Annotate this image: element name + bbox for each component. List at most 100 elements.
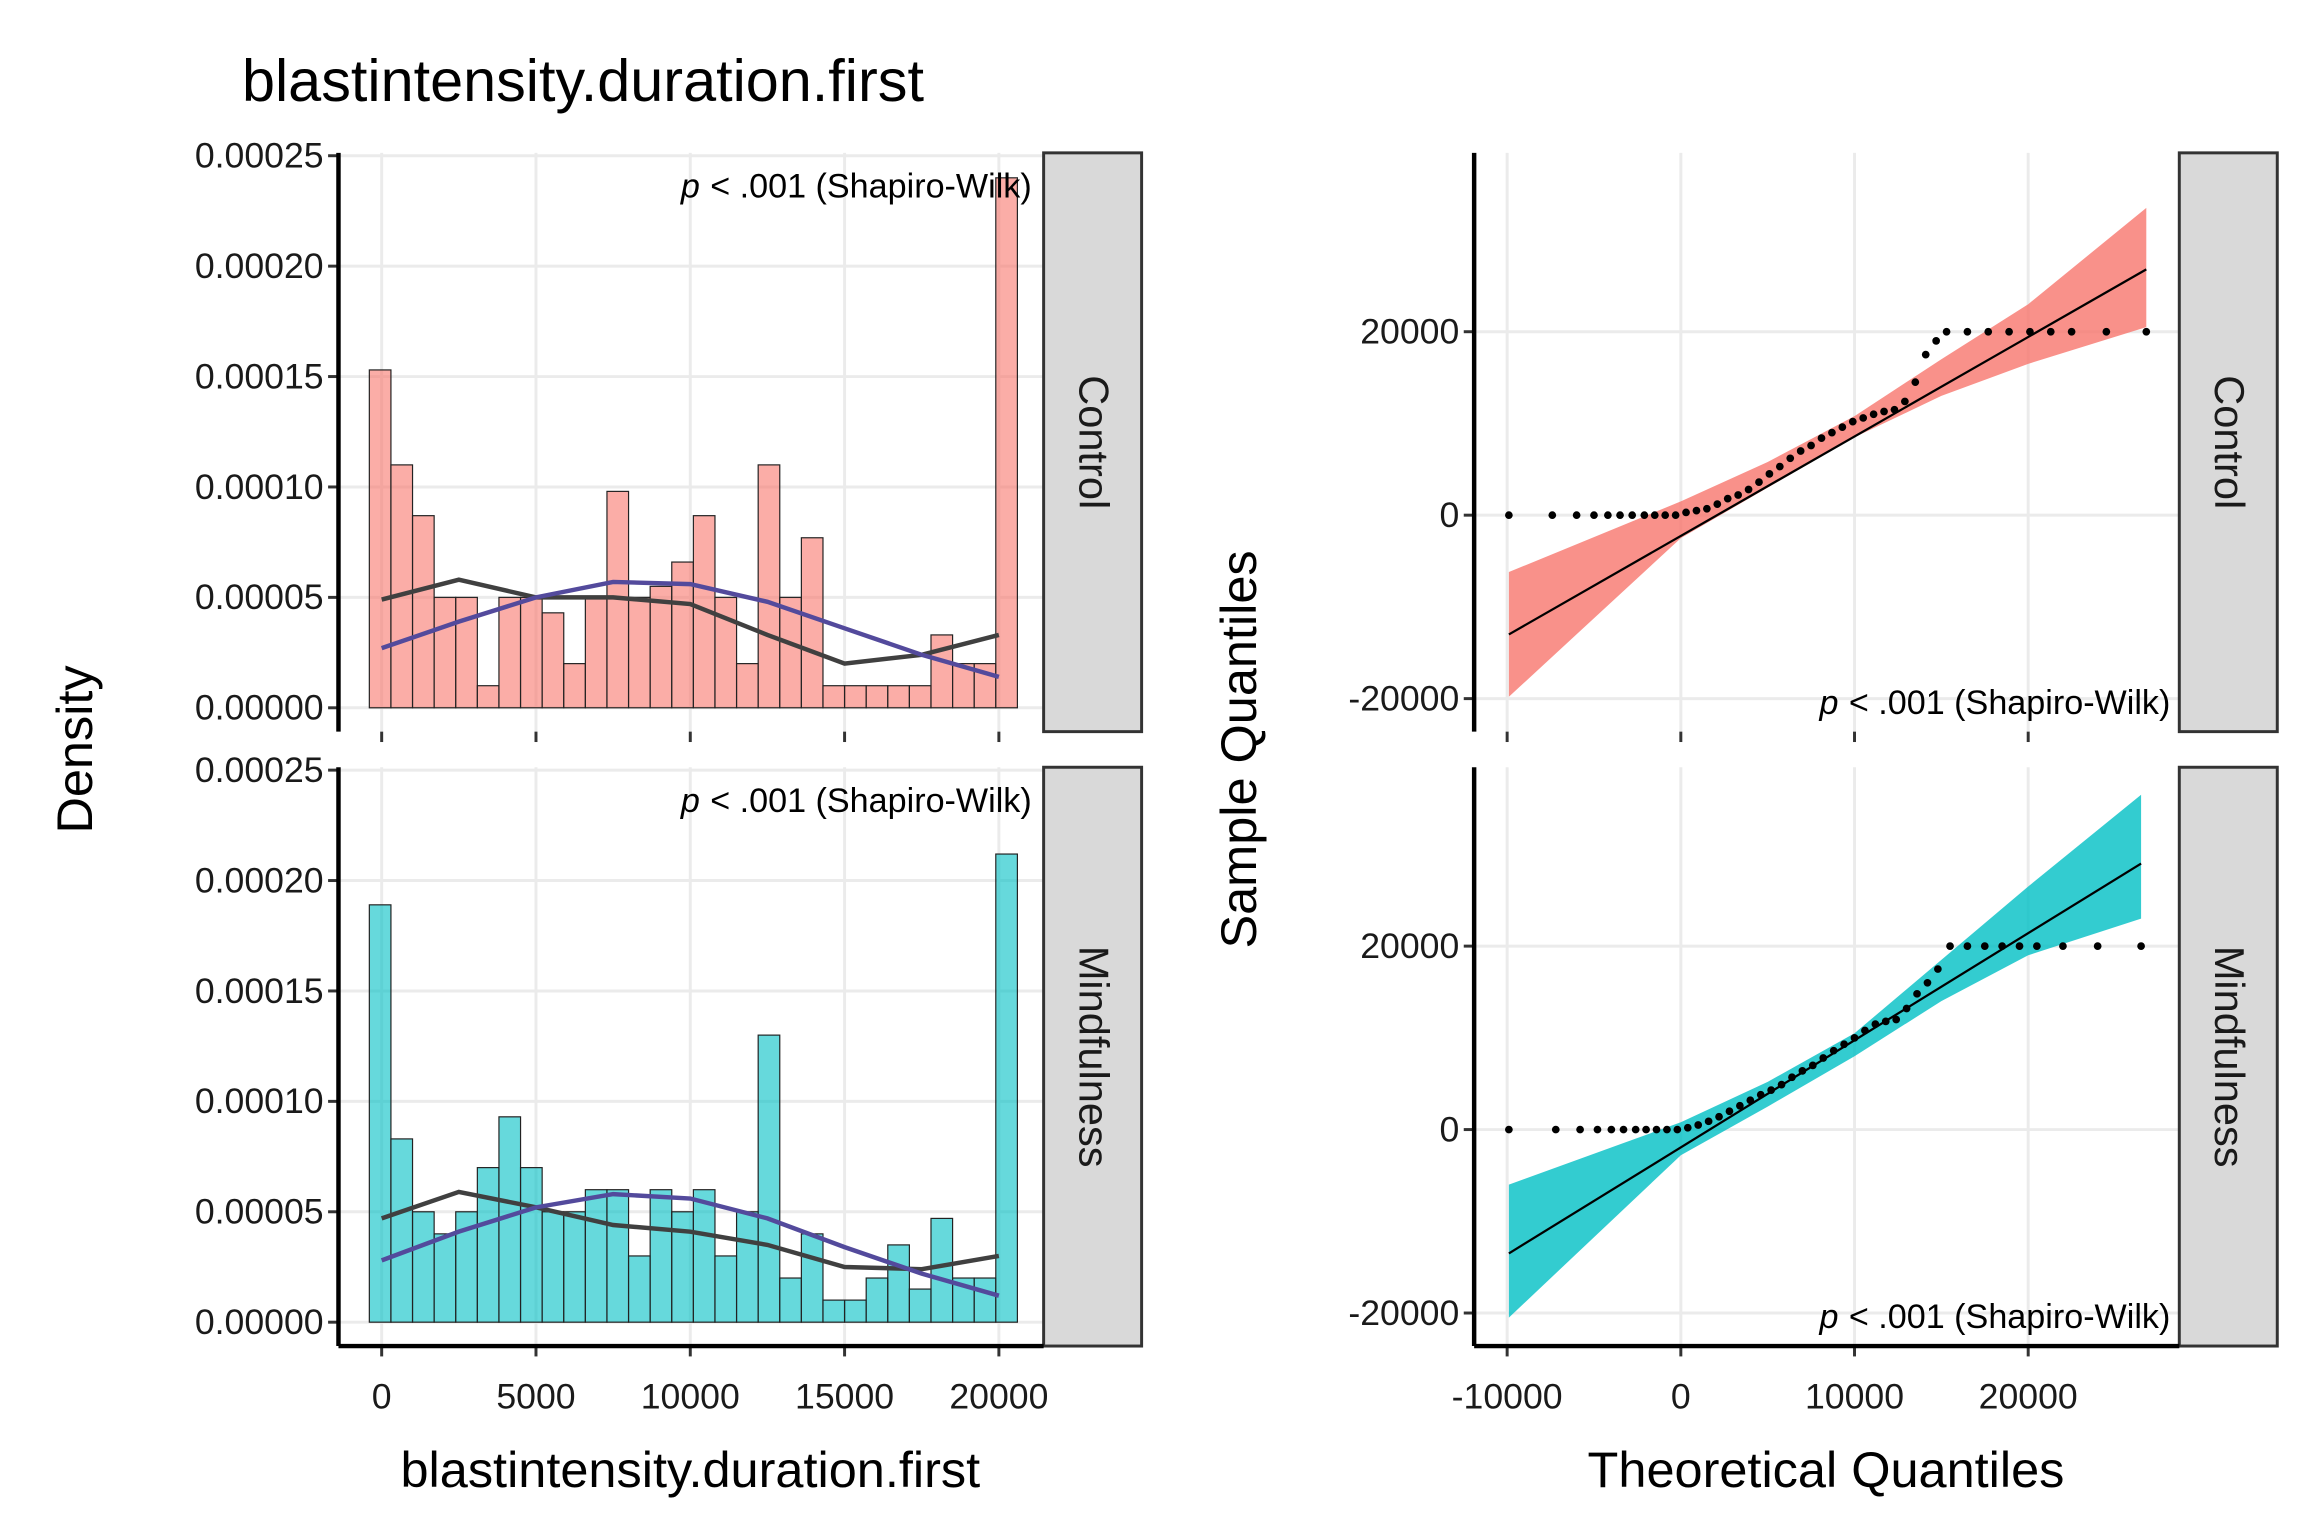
histogram-bar [433, 1233, 457, 1323]
qq-point [1652, 1125, 1661, 1134]
x-tick-label: -10000 [1452, 1376, 1563, 1416]
qq-point [1786, 454, 1795, 463]
y-tick-label: 0.00000 [195, 1302, 324, 1342]
annotation: p < .001 (Shapiro-Wilk) [680, 167, 1032, 205]
histogram-bar [563, 1211, 586, 1323]
histogram-bar [800, 1233, 824, 1323]
annotation: p < .001 (Shapiro-Wilk) [680, 782, 1032, 820]
qq-point [1572, 511, 1581, 520]
histogram-bar [390, 464, 414, 709]
qq-point [1628, 511, 1637, 520]
qq-point [2137, 942, 2145, 950]
qq-point [1775, 462, 1784, 471]
x-tick-label: 10000 [641, 1376, 740, 1416]
qq-point [1840, 1040, 1848, 1049]
histogram-bar [714, 596, 738, 709]
qq-point [1744, 485, 1753, 494]
histogram-bar [714, 1255, 738, 1323]
qq-point [1640, 511, 1649, 520]
qq-point [1703, 504, 1711, 513]
histogram-bar [908, 685, 932, 709]
qq-point [1551, 1125, 1560, 1134]
histogram-bar [865, 1277, 889, 1323]
qq-point [1671, 511, 1680, 520]
qq-point [2005, 327, 2013, 336]
histogram-bar [692, 1189, 716, 1323]
qq-point [1746, 1096, 1755, 1105]
histogram-bar [930, 1217, 954, 1323]
qq-point [1683, 1123, 1692, 1132]
chart-title: blastintensity.duration.first [242, 47, 924, 114]
histogram-bar [498, 596, 522, 709]
qq-point [1713, 500, 1722, 509]
qq-point [1921, 350, 1930, 359]
y-axis-label: Density [46, 665, 103, 834]
y-tick-label: 0.00000 [195, 688, 324, 728]
x-tick-label: 20000 [1979, 1376, 2078, 1416]
histogram-bar [800, 537, 824, 709]
qq-point [1829, 1046, 1838, 1055]
histogram-bar [779, 1277, 802, 1323]
facet-label: Control [2206, 375, 2253, 509]
qq-point [1723, 494, 1732, 503]
qq-point [1756, 1090, 1765, 1099]
qq-point [2046, 327, 2055, 336]
annotation-text: < .001 (Shapiro-Wilk) [710, 167, 1032, 205]
qq-point [1777, 1080, 1786, 1089]
histogram-bar [433, 596, 457, 709]
qq-point [1932, 337, 1941, 345]
y-axis-label: Sample Quantiles [1210, 550, 1267, 948]
qq-point [1736, 1101, 1744, 1110]
qq-point [1682, 508, 1690, 517]
qq-point [1934, 965, 1942, 973]
histogram-bar [541, 612, 565, 709]
histogram-bar [563, 663, 586, 709]
histogram-bar [627, 596, 651, 709]
facet-label: Mindfulness [2206, 946, 2253, 1168]
qq-point [1848, 417, 1857, 426]
facet-strip [2177, 765, 2279, 1348]
qq-point [1725, 1107, 1734, 1116]
qq-point [1607, 1125, 1616, 1134]
normal-curve [380, 1191, 1000, 1298]
y-tick-label: 0.00005 [195, 577, 324, 617]
qq-point [1694, 1121, 1703, 1129]
histogram-bar [843, 1299, 867, 1323]
qq-point [2059, 942, 2067, 950]
y-tick-label: -20000 [1348, 678, 1459, 718]
qq-point [1767, 1086, 1776, 1094]
qq-point [1869, 410, 1878, 419]
histogram-bar [476, 1167, 500, 1323]
fit-line [1508, 268, 2147, 636]
qq-point [1650, 511, 1659, 520]
qq-point [1808, 1061, 1817, 1070]
qq-point [1661, 511, 1670, 520]
qq-point [1998, 942, 2007, 950]
histogram-bar [995, 177, 1018, 709]
density-curve [381, 577, 1000, 666]
histogram-bar [995, 853, 1018, 1323]
annotation-text: < .001 (Shapiro-Wilk) [1849, 684, 2171, 722]
qq-point [1704, 1117, 1713, 1126]
histogram-bar [822, 1299, 846, 1323]
y-tick-label: 0.00010 [195, 467, 324, 507]
facet-label: Control [1070, 375, 1117, 509]
qq-point [1850, 1033, 1859, 1042]
annotation-text: < .001 (Shapiro-Wilk) [1849, 1298, 2171, 1336]
y-tick-label: 20000 [1360, 926, 1459, 966]
y-tick-label: 0.00015 [195, 971, 324, 1011]
qq-point [1817, 434, 1826, 442]
y-tick-label: 0.00015 [195, 356, 324, 396]
histogram-bar [519, 1167, 543, 1323]
qq-point [1828, 428, 1836, 437]
qq-point [2015, 942, 2024, 950]
qq-point [1871, 1020, 1880, 1028]
histogram-bar [649, 585, 673, 709]
density-curve [380, 1189, 1000, 1272]
annotation-symbol: p [680, 782, 700, 820]
y-tick-label: 0.00005 [195, 1192, 324, 1232]
qq-point [1673, 1125, 1682, 1134]
histogram-bar [606, 1189, 630, 1323]
x-tick-label: 5000 [496, 1376, 575, 1416]
